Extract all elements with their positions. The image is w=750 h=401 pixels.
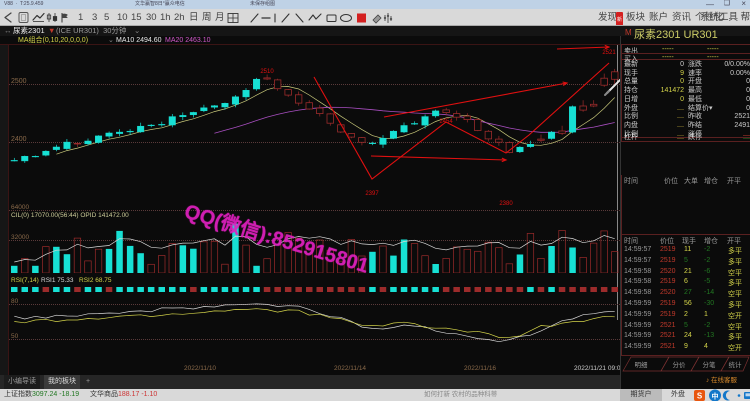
svg-text:中: 中: [712, 392, 719, 401]
svg-text:2380: 2380: [499, 201, 513, 205]
svg-text:2510: 2510: [260, 69, 274, 75]
svg-text:S: S: [697, 392, 703, 401]
svg-text:分价: 分价: [673, 360, 687, 369]
svg-text:分笔: 分笔: [703, 360, 717, 369]
svg-text:2521: 2521: [602, 50, 616, 56]
svg-text:2397: 2397: [365, 191, 379, 197]
svg-text:明细: 明细: [635, 360, 649, 369]
svg-text:统计: 统计: [729, 360, 743, 369]
